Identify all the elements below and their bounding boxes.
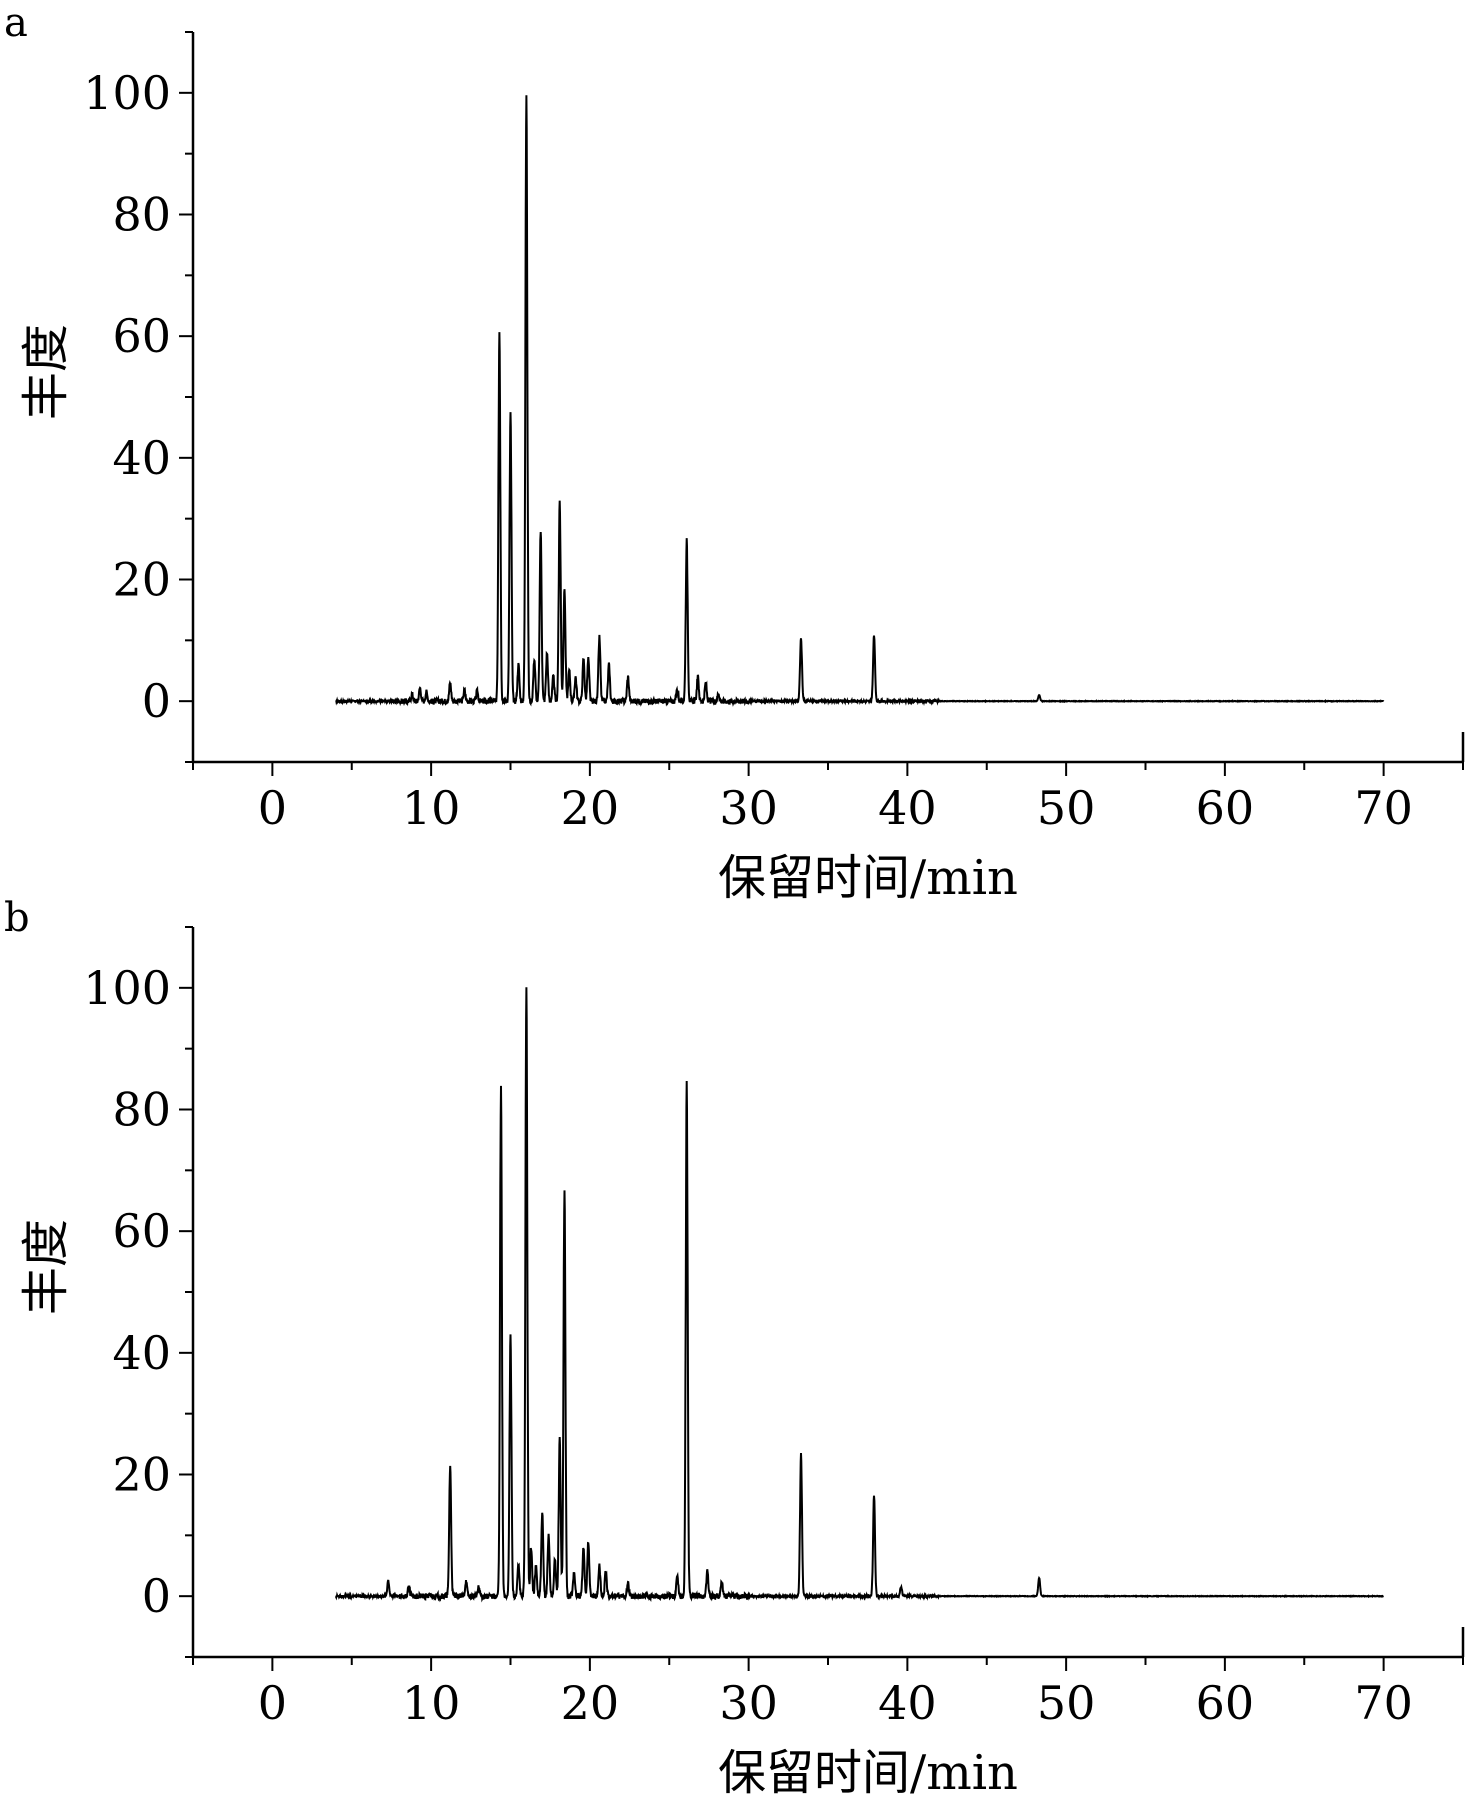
x-tick-label: 10	[402, 1676, 461, 1730]
y-axis-title: 丰度	[18, 324, 74, 420]
x-tick-label: 40	[878, 781, 937, 835]
chart-panel-a: a 0 10 20 30 40 50 60 70 0 20 40 60 80 100 保留时间/min 丰度	[0, 0, 1471, 900]
y-tick-label: 0	[142, 674, 171, 728]
chromatogram-a: 0 10 20 30 40 50 60 70 0 20 40 60 80 100 保留时间/min 丰度	[18, 31, 1465, 900]
x-tick-label: 20	[561, 1676, 620, 1730]
y-tick-label: 40	[112, 1326, 171, 1380]
y-tick-label: 60	[112, 309, 171, 363]
panel-label: a	[4, 0, 28, 46]
x-tick-label: 70	[1354, 1676, 1413, 1730]
chart-panel-b: b 0 10 20 30 40 50 60 70 0 20 40 60 80 100 保留时间/min 丰度	[0, 895, 1471, 1795]
y-tick-label: 20	[112, 553, 171, 607]
chromatogram-trace	[334, 987, 1384, 1603]
y-tick-label: 20	[112, 1448, 171, 1502]
x-tick-label: 60	[1196, 1676, 1255, 1730]
x-tick-label: 30	[719, 1676, 778, 1730]
x-tick-label: 0	[258, 1676, 287, 1730]
panel-label: b	[4, 895, 30, 941]
y-tick-label: 0	[142, 1569, 171, 1623]
y-tick-label: 40	[112, 431, 171, 485]
y-tick-label: 100	[83, 961, 171, 1015]
y-tick-label: 80	[112, 1083, 171, 1137]
x-tick-label: 20	[561, 781, 620, 835]
x-tick-label: 40	[878, 1676, 937, 1730]
chromatogram-b: 0 10 20 30 40 50 60 70 0 20 40 60 80 100 保留时间/min 丰度	[18, 926, 1465, 1795]
y-tick-label: 60	[112, 1204, 171, 1258]
x-tick-label: 60	[1196, 781, 1255, 835]
x-tick-label: 0	[258, 781, 287, 835]
x-axis-title: 保留时间/min	[718, 1745, 1018, 1795]
x-tick-label: 50	[1037, 1676, 1096, 1730]
x-tick-label: 10	[402, 781, 461, 835]
x-tick-label: 50	[1037, 781, 1096, 835]
x-axis-title: 保留时间/min	[718, 850, 1018, 900]
y-tick-label: 80	[112, 188, 171, 242]
y-tick-label: 100	[83, 66, 171, 120]
x-tick-label: 30	[719, 781, 778, 835]
chromatogram-trace	[335, 95, 1385, 707]
y-axis-title: 丰度	[18, 1219, 74, 1315]
x-tick-label: 70	[1354, 781, 1413, 835]
